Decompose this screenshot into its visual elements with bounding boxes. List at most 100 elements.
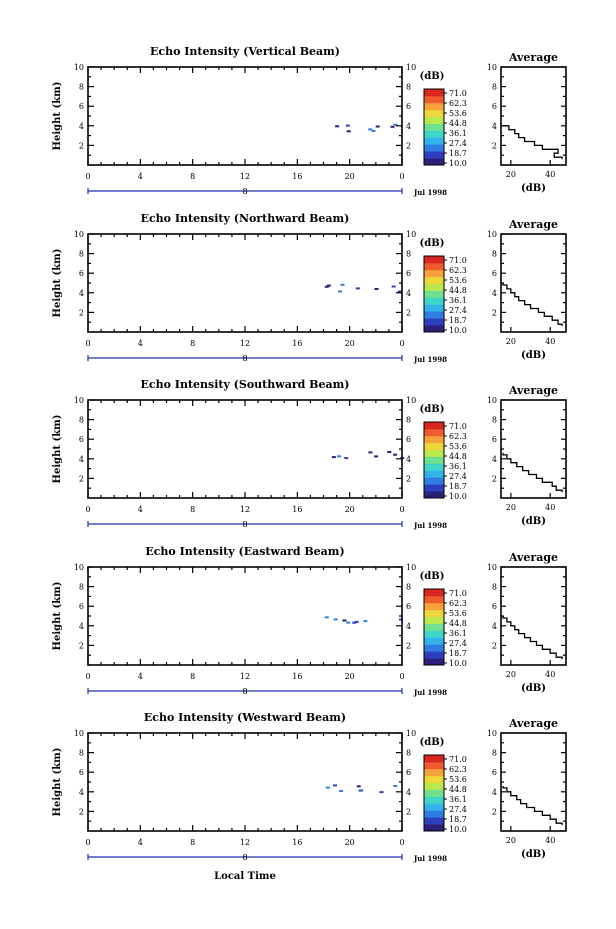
colorbar-swatch [424, 456, 444, 464]
x-tick-label: 16 [292, 838, 302, 847]
average-title: Average [508, 551, 558, 564]
colorbar-tick-label: 18.7 [449, 149, 467, 158]
echo-heatmap [324, 616, 403, 624]
echo-cell [345, 124, 350, 127]
average-y-tick-label: 4 [492, 622, 497, 631]
y-tick-label: 8 [79, 250, 84, 259]
day-label: 8 [242, 520, 247, 529]
colorbar-swatch [424, 775, 444, 784]
y-tick-label-right: 8 [406, 250, 411, 259]
x-tick-label: 12 [240, 339, 250, 348]
colorbar-tick-label: 27.4 [449, 805, 467, 814]
echo-cell [371, 129, 376, 132]
average-panel: Average 2 4 6 8 10 20 40 (dB) [487, 384, 567, 527]
colorbar-swatch [424, 297, 444, 305]
day-label: 8 [242, 354, 247, 363]
colorbar-swatch [424, 435, 444, 444]
average-y-tick-label: 10 [487, 230, 497, 239]
colorbar-swatch [424, 311, 444, 319]
echo-cell [374, 455, 379, 458]
y-tick-label-right: 8 [406, 583, 411, 592]
echo-cell [326, 284, 331, 287]
colorbar-swatch [424, 442, 444, 451]
y-tick-label: 10 [74, 396, 84, 405]
average-profile-line [500, 123, 563, 160]
y-tick-label-right: 2 [406, 641, 411, 650]
date-label: Jul 1998 [413, 688, 447, 697]
echo-heatmap [324, 283, 402, 293]
average-y-tick-label: 10 [487, 729, 497, 738]
x-tick-label: 20 [345, 838, 355, 847]
average-xlabel: (dB) [521, 350, 546, 361]
colorbar-tick-label: 36.1 [449, 629, 467, 638]
colorbar-swatch [424, 658, 444, 666]
echo-cell [346, 621, 351, 624]
x-tick-label: 0 [399, 672, 404, 681]
colorbar-swatch [424, 761, 444, 770]
colorbar-swatch [424, 803, 444, 811]
average-frame [500, 66, 567, 166]
echo-cell [363, 620, 368, 623]
plot-frame [87, 399, 403, 499]
day-label: 8 [242, 687, 247, 696]
y-axis-label: Height (km) [52, 582, 63, 651]
y-tick-label: 8 [79, 749, 84, 758]
echo-cell [397, 290, 402, 293]
colorbar-tick-label: 53.6 [449, 609, 467, 618]
y-tick-label: 8 [79, 83, 84, 92]
colorbar-swatch [424, 616, 444, 624]
x-tick-label: 16 [292, 505, 302, 514]
colorbar-swatch [424, 484, 444, 492]
echo-cell [393, 453, 398, 456]
y-tick-label-right: 4 [406, 289, 411, 298]
colorbar-tick-label: 44.8 [449, 785, 467, 794]
y-tick-label-right: 6 [406, 269, 411, 278]
colorbar-tick-label: 53.6 [449, 276, 467, 285]
average-xlabel: (dB) [521, 849, 546, 860]
y-tick-label-right: 10 [406, 230, 416, 239]
x-axis-title: Local Time [214, 871, 276, 882]
x-tick-label: 8 [190, 672, 195, 681]
colorbar-swatch [424, 789, 444, 797]
colorbar-swatch [424, 109, 444, 118]
colorbar-tick-label: 10.0 [449, 159, 467, 168]
colorbar-unit-label: (dB) [420, 238, 445, 249]
colorbar-swatch [424, 602, 444, 611]
chart-panel-0: Echo Intensity (Vertical Beam) Height (km… [52, 45, 567, 197]
echo-cell [331, 456, 336, 459]
colorbar-tick-label: 36.1 [449, 129, 467, 138]
echo-cell [344, 457, 349, 460]
y-axis-label: Height (km) [52, 748, 63, 817]
echo-cell [333, 784, 337, 787]
y-tick-label-right: 4 [406, 122, 411, 131]
echo-cell [356, 785, 361, 788]
y-tick-label-right: 2 [406, 807, 411, 816]
colorbar: (dB) 71.062.353.644.836.127.418.710.0 [420, 404, 467, 501]
average-y-tick-label: 10 [487, 396, 497, 405]
echo-cell [359, 789, 364, 792]
average-y-tick-label: 8 [492, 749, 497, 758]
colorbar-tick-label: 10.0 [449, 326, 467, 335]
chart-title: Echo Intensity (Vertical Beam) [150, 45, 340, 58]
colorbar-tick-label: 27.4 [449, 306, 467, 315]
chart-panel-2: Echo Intensity (Southward Beam) Height (k… [52, 378, 567, 530]
chart-panel-4: Echo Intensity (Westward Beam) Height (km… [52, 711, 567, 863]
plot-frame [87, 66, 403, 166]
echo-cell [325, 786, 330, 789]
colorbar-swatch [424, 428, 444, 437]
y-tick-label: 6 [79, 102, 84, 111]
colorbar-swatch [424, 463, 444, 471]
day-label: 8 [242, 187, 247, 196]
average-y-tick-label: 8 [492, 83, 497, 92]
y-tick-label-right: 10 [406, 563, 416, 572]
echo-cell [335, 125, 340, 128]
average-x-tick-label: 40 [545, 836, 555, 845]
y-tick-label: 2 [79, 641, 84, 650]
x-tick-label: 0 [399, 505, 404, 514]
x-tick-label: 20 [345, 505, 355, 514]
colorbar-swatch [424, 144, 444, 152]
colorbar-swatch [424, 89, 444, 97]
x-tick-label: 12 [240, 172, 250, 181]
x-tick-label: 0 [85, 505, 90, 514]
echo-cell [390, 125, 395, 128]
